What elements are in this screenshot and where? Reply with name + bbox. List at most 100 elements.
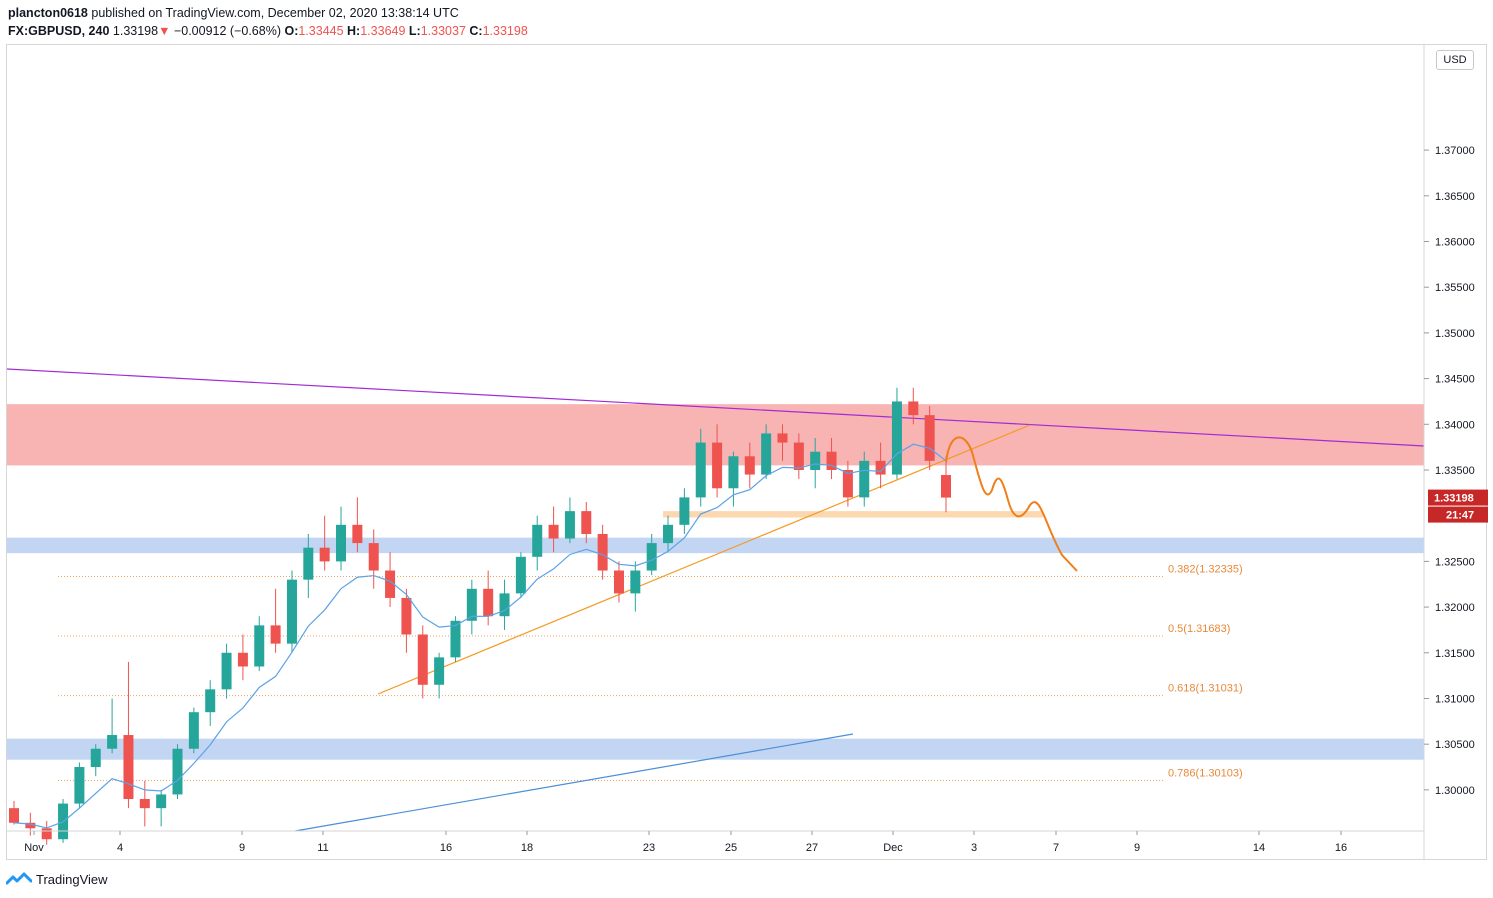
price-tick-label: 1.30500 bbox=[1435, 739, 1475, 751]
down-arrow-icon: ▼ bbox=[158, 24, 171, 38]
time-tick-label: 7 bbox=[1053, 842, 1059, 854]
currency-button[interactable]: USD bbox=[1436, 50, 1474, 70]
time-tick-label: Nov bbox=[24, 842, 44, 854]
last-price: 1.33198 bbox=[112, 24, 159, 38]
candle-body[interactable] bbox=[679, 497, 690, 525]
price-tick-label: 1.35500 bbox=[1435, 282, 1475, 294]
price-change: −0.00912 (−0.68%) bbox=[173, 24, 281, 38]
candle-body[interactable] bbox=[466, 588, 477, 621]
candle-body[interactable] bbox=[401, 597, 412, 635]
candle-body[interactable] bbox=[826, 451, 837, 470]
candle-body[interactable] bbox=[270, 625, 281, 644]
candle-body[interactable] bbox=[188, 712, 199, 749]
candle-body[interactable] bbox=[499, 593, 510, 617]
price-tick-label: 1.36000 bbox=[1435, 237, 1475, 249]
countdown-label: 21:47 bbox=[1446, 510, 1474, 522]
current-price-marker[interactable] bbox=[1428, 489, 1488, 506]
candle-body[interactable] bbox=[434, 657, 445, 685]
candle-body[interactable] bbox=[41, 828, 52, 840]
candle-body[interactable] bbox=[695, 442, 706, 498]
candle-body[interactable] bbox=[875, 460, 886, 475]
candle-body[interactable] bbox=[450, 620, 461, 658]
published-text: published on TradingView.com, December 0… bbox=[91, 6, 459, 20]
candle-body[interactable] bbox=[728, 456, 739, 489]
ema-line[interactable] bbox=[13, 443, 947, 829]
time-tick-label: 18 bbox=[521, 842, 533, 854]
candle-body[interactable] bbox=[139, 799, 150, 809]
descending-trendline[interactable] bbox=[6, 368, 1425, 447]
time-tick-label: 3 bbox=[971, 842, 977, 854]
candle-body[interactable] bbox=[286, 579, 297, 644]
candle-body[interactable] bbox=[172, 748, 183, 795]
candle-body[interactable] bbox=[581, 511, 592, 534]
candle-body[interactable] bbox=[941, 475, 951, 498]
support-zone-lower[interactable] bbox=[7, 738, 1424, 760]
candle-body[interactable] bbox=[744, 456, 755, 475]
candle-body[interactable] bbox=[515, 556, 526, 594]
candle-body[interactable] bbox=[303, 547, 314, 580]
ascending-trendline[interactable] bbox=[377, 424, 1031, 695]
candle-body[interactable] bbox=[908, 401, 919, 416]
candle-body[interactable] bbox=[924, 415, 935, 461]
candle-body[interactable] bbox=[156, 794, 167, 809]
candle-body[interactable] bbox=[123, 735, 134, 800]
candle-body[interactable] bbox=[859, 460, 870, 498]
time-tick-label: 16 bbox=[1335, 842, 1347, 854]
time-tick-label: 9 bbox=[239, 842, 245, 854]
candle-body[interactable] bbox=[564, 511, 575, 539]
candle-body[interactable] bbox=[613, 570, 624, 594]
time-tick-label: 4 bbox=[117, 842, 123, 854]
candle-body[interactable] bbox=[810, 451, 821, 470]
footer-brand[interactable]: TradingView bbox=[36, 871, 108, 887]
countdown-marker bbox=[1428, 506, 1488, 523]
high-label: H: bbox=[347, 24, 361, 38]
candle-body[interactable] bbox=[777, 433, 788, 443]
candle-body[interactable] bbox=[352, 524, 363, 544]
candle-body[interactable] bbox=[761, 433, 772, 475]
candle-body[interactable] bbox=[74, 767, 85, 804]
candle-body[interactable] bbox=[385, 570, 396, 598]
candle-body[interactable] bbox=[368, 543, 379, 571]
symbol-label: FX:GBPUSD, 240 bbox=[8, 24, 110, 38]
candle-body[interactable] bbox=[793, 442, 804, 470]
neckline-zone[interactable] bbox=[663, 511, 1043, 518]
chart-frame[interactable] bbox=[6, 44, 1487, 860]
candle-body[interactable] bbox=[107, 735, 118, 749]
fib-level-label: 0.786(1.30103) bbox=[1168, 767, 1243, 779]
low-value: 1.33037 bbox=[420, 24, 466, 38]
candle-body[interactable] bbox=[254, 625, 265, 667]
projection-path[interactable] bbox=[945, 436, 1078, 572]
candle-body[interactable] bbox=[597, 533, 608, 571]
close-label: C: bbox=[469, 24, 483, 38]
candle-body[interactable] bbox=[237, 652, 248, 667]
candle-body[interactable] bbox=[221, 652, 232, 690]
candle-body[interactable] bbox=[25, 822, 36, 829]
candle-body[interactable] bbox=[630, 570, 641, 594]
footer: TradingView bbox=[6, 871, 108, 887]
symbol-info: FX:GBPUSD, 240 1.33198▼ −0.00912 (−0.68%… bbox=[8, 22, 528, 40]
candle-body[interactable] bbox=[319, 547, 330, 562]
candle-body[interactable] bbox=[205, 689, 216, 713]
candle-body[interactable] bbox=[712, 442, 723, 489]
candle-body[interactable] bbox=[417, 634, 428, 685]
candle-body[interactable] bbox=[891, 401, 902, 475]
long-term-trendline[interactable] bbox=[294, 733, 854, 832]
candle-body[interactable] bbox=[9, 808, 19, 823]
support-zone-upper[interactable] bbox=[7, 537, 1424, 554]
candle-body[interactable] bbox=[532, 524, 543, 557]
candle-body[interactable] bbox=[663, 524, 674, 544]
time-tick-label: 23 bbox=[643, 842, 655, 854]
candle-body[interactable] bbox=[90, 748, 101, 768]
high-value: 1.33649 bbox=[360, 24, 406, 38]
candle-body[interactable] bbox=[336, 524, 347, 562]
tradingview-logo-icon[interactable] bbox=[6, 871, 32, 887]
publish-info: plancton0618 published on TradingView.co… bbox=[8, 4, 528, 22]
candle-body[interactable] bbox=[548, 524, 559, 539]
candle-body[interactable] bbox=[646, 543, 657, 571]
price-tick-label: 1.37000 bbox=[1435, 145, 1475, 157]
candle-body[interactable] bbox=[483, 588, 494, 617]
time-tick-label: 9 bbox=[1134, 842, 1140, 854]
candle-body[interactable] bbox=[842, 469, 853, 498]
publisher-name[interactable]: plancton0618 bbox=[8, 6, 88, 20]
